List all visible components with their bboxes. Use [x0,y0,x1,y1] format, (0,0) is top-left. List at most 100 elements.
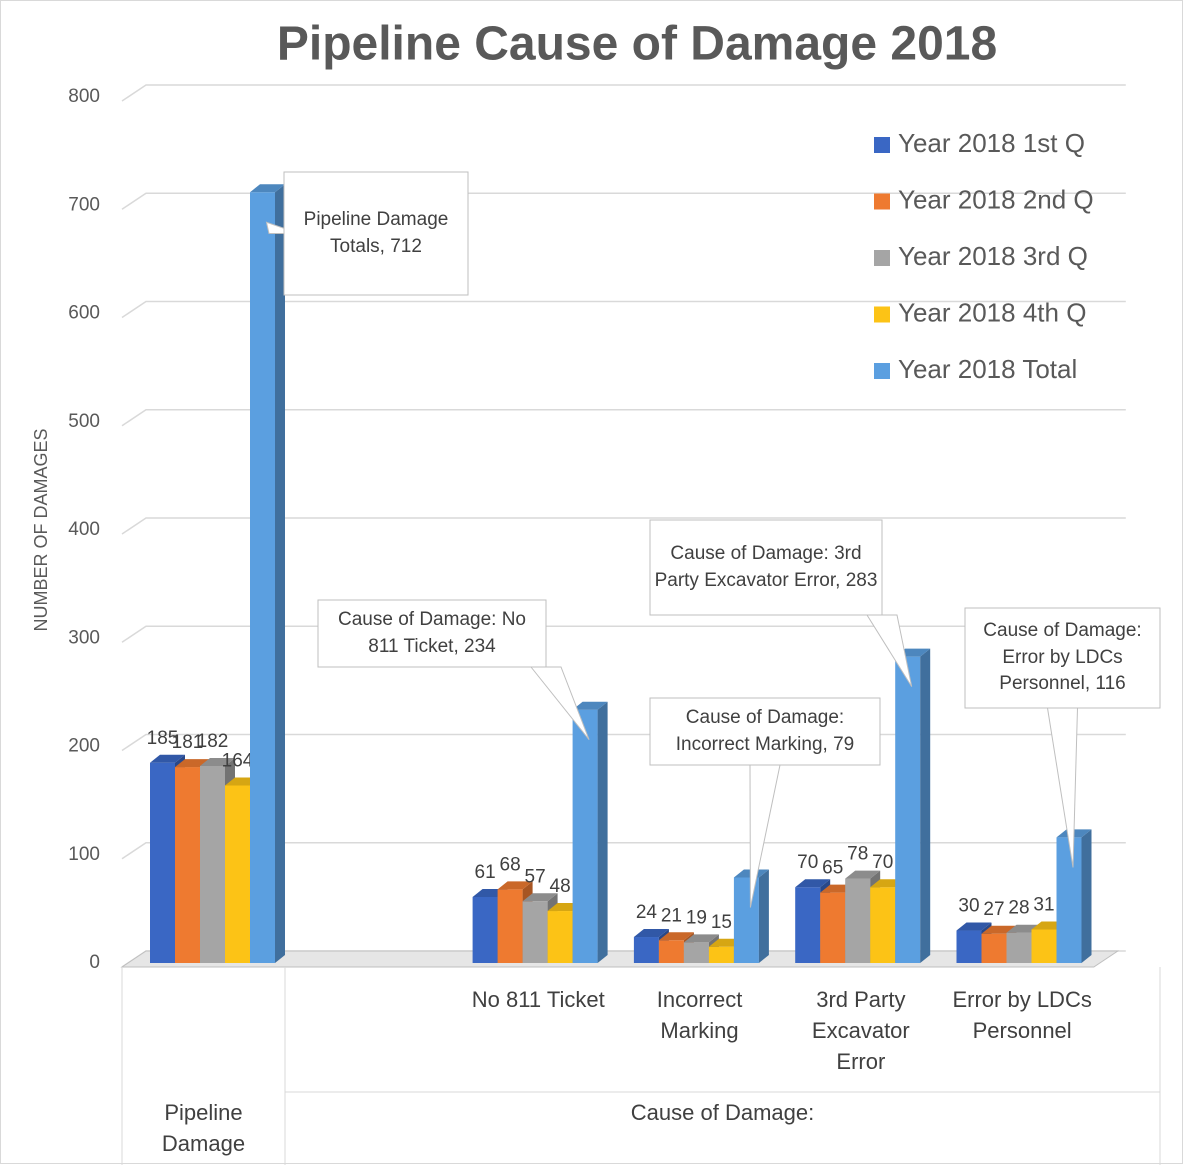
data-label: 24 [636,902,658,923]
bar-top [200,757,235,766]
y-tick-label: 800 [68,86,100,107]
data-label: 21 [661,905,682,926]
bar-front [733,877,759,963]
bar-side [920,648,931,963]
y-axis-label: NUMBER OF DAMAGES [31,428,51,631]
bar-front [870,887,896,963]
bar [733,869,769,963]
bar-front [150,762,175,963]
data-label: 185 [147,728,179,749]
bar-front [795,887,821,963]
bar-top [633,929,669,938]
y-tick-label: 500 [68,411,100,432]
x-tick-label-box: Error by LDCs Personnel [952,987,1091,1043]
bar-top [795,879,831,888]
bar-top [683,934,719,943]
grid-line [121,300,1126,319]
legend-label: Year 2018 4th Q [898,297,1086,327]
data-label: 28 [1008,898,1029,919]
bar-front [658,940,684,963]
data-label-box: Cause of Damage: No 811 Ticket, 234 [338,608,526,657]
data-label: 78 [847,844,868,865]
bar-front [472,896,498,963]
x-tick-label-box: Incorrect Marking [656,987,743,1043]
data-label: Pipeline Damage Totals, 712 [303,208,449,257]
legend-swatch [874,193,890,210]
bar-front [820,892,846,963]
x-tick-label: Incorrect Marking [656,987,743,1043]
legend-label: Year 2018 3rd Q [898,241,1088,271]
data-label: 19 [686,907,707,928]
data-label: 65 [822,858,843,879]
bar-top [956,922,992,931]
bar-top [150,754,185,763]
grid-line [121,84,1126,102]
data-label: Cause of Damage: 3rd Party Excavator Err… [654,542,878,591]
bar [895,648,931,963]
bar-top [658,932,694,941]
bar-front [572,709,598,963]
bar-front [956,930,982,963]
data-label: Cause of Damage: Incorrect Marking, 79 [675,706,855,755]
data-label: 181 [172,732,204,753]
group-label-box: Cause of Damage: [630,1100,815,1125]
y-tick-label: 600 [68,303,100,324]
callout [649,519,883,616]
bar-front [200,765,225,963]
y-tick-label: 300 [68,627,100,648]
grid-line [121,517,1126,535]
bar-side [758,869,769,963]
data-label: Cause of Damage: No 811 Ticket, 234 [338,608,526,657]
bar-top [845,870,881,879]
group-label-box: Pipeline Damage [162,1100,245,1156]
legend-swatch [874,137,890,153]
callout [283,171,469,296]
y-tick-label: 400 [68,519,100,540]
bar [572,701,608,963]
bar-front [522,901,548,963]
bar-front [845,878,871,963]
grid-line [121,625,1126,643]
grid-line [121,192,1126,210]
bar-front [1056,837,1082,963]
legend-label: Year 2018 1st Q [898,128,1085,158]
grid-line [121,409,1126,427]
bar-side [1081,829,1092,963]
legend-swatch [874,363,890,379]
bar [1056,829,1092,963]
bar-side [597,701,608,963]
bar [250,184,285,963]
callout [649,697,881,766]
data-label: 70 [797,852,818,873]
data-label: 164 [222,750,254,771]
x-tick-label: 3rd Party Excavator Error [811,987,910,1074]
bar-top [497,881,533,890]
data-label: 27 [983,899,1004,920]
bar-front [547,911,573,963]
data-label: 15 [711,912,732,933]
data-label: 68 [500,854,521,875]
y-tick-label: 200 [68,736,100,757]
data-label-box: Cause of Damage: 3rd Party Excavator Err… [654,542,878,591]
data-label: 70 [872,852,893,873]
data-label: 57 [525,866,546,887]
data-label: 182 [197,731,229,752]
bar-top [250,184,285,193]
y-tick-label: 0 [89,952,100,973]
bar-front [497,889,523,963]
bar-top [522,893,558,902]
data-label: 48 [550,876,571,897]
grid-line [121,842,1126,860]
callout [964,607,1161,709]
group-label: Cause of Damage: [630,1100,815,1125]
x-tick-label-box: No 811 Ticket [472,987,605,1012]
data-label: 30 [958,896,979,917]
bar-front [981,933,1007,963]
x-tick-label-box: 3rd Party Excavator Error [811,987,910,1074]
bar-front [225,785,250,963]
chart-title: Pipeline Cause of Damage 2018 [277,18,997,71]
data-label: 31 [1033,894,1054,915]
bar-side [275,184,285,963]
legend-swatch [874,250,890,266]
